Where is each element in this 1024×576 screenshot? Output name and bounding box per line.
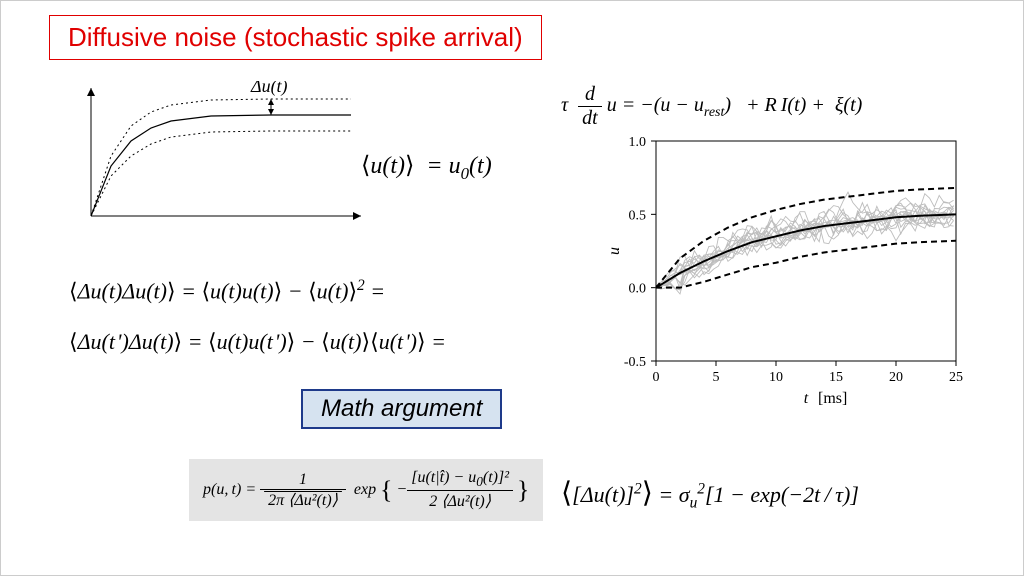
simulation-chart: 0 5 10 15 20 25 -0.5 0.0 0.5 1.0 t [ms] u xyxy=(601,131,971,421)
slide-title: Diffusive noise (stochastic spike arriva… xyxy=(49,15,542,60)
schematic-chart: Δu(t) xyxy=(71,81,371,231)
svg-text:-0.5: -0.5 xyxy=(624,355,646,370)
svg-text:[ms]: [ms] xyxy=(818,390,847,407)
eq-autocov-tt: ⟨Δu(t)Δu(t)⟩ = ⟨u(t)u(t)⟩ − ⟨u(t)⟩2 = xyxy=(69,277,385,304)
svg-text:t: t xyxy=(804,390,809,407)
svg-text:15: 15 xyxy=(829,370,843,385)
svg-text:Δu(t): Δu(t) xyxy=(250,81,288,97)
svg-text:u: u xyxy=(606,247,623,255)
math-argument-badge: Math argument xyxy=(301,389,502,429)
eq-gaussian-box: p(u, t) = 1 2π ⟨Δu²(t)⟩ exp { − [u(t|t̂)… xyxy=(189,459,543,521)
svg-text:5: 5 xyxy=(713,370,720,385)
svg-text:25: 25 xyxy=(949,370,963,385)
eq-ode: τ ddt u = −(u − urest) + R I(t) + ξ(t) xyxy=(561,83,862,130)
svg-text:20: 20 xyxy=(889,370,903,385)
eq-variance: ⟨[Δu(t)]2⟩ = σu2[1 − exp(−2t / τ)] xyxy=(561,475,859,512)
eq-mean-u: ⟨u(t)⟩ = u0(t) xyxy=(361,151,492,184)
svg-text:10: 10 xyxy=(769,370,783,385)
svg-text:0.0: 0.0 xyxy=(629,282,647,297)
svg-text:1.0: 1.0 xyxy=(629,135,647,150)
svg-text:0: 0 xyxy=(653,370,660,385)
eq-autocov-ttp: ⟨Δu(t ')Δu(t)⟩ = ⟨u(t)u(t ')⟩ − ⟨u(t)⟩⟨u… xyxy=(69,329,446,355)
svg-text:0.5: 0.5 xyxy=(629,208,647,223)
